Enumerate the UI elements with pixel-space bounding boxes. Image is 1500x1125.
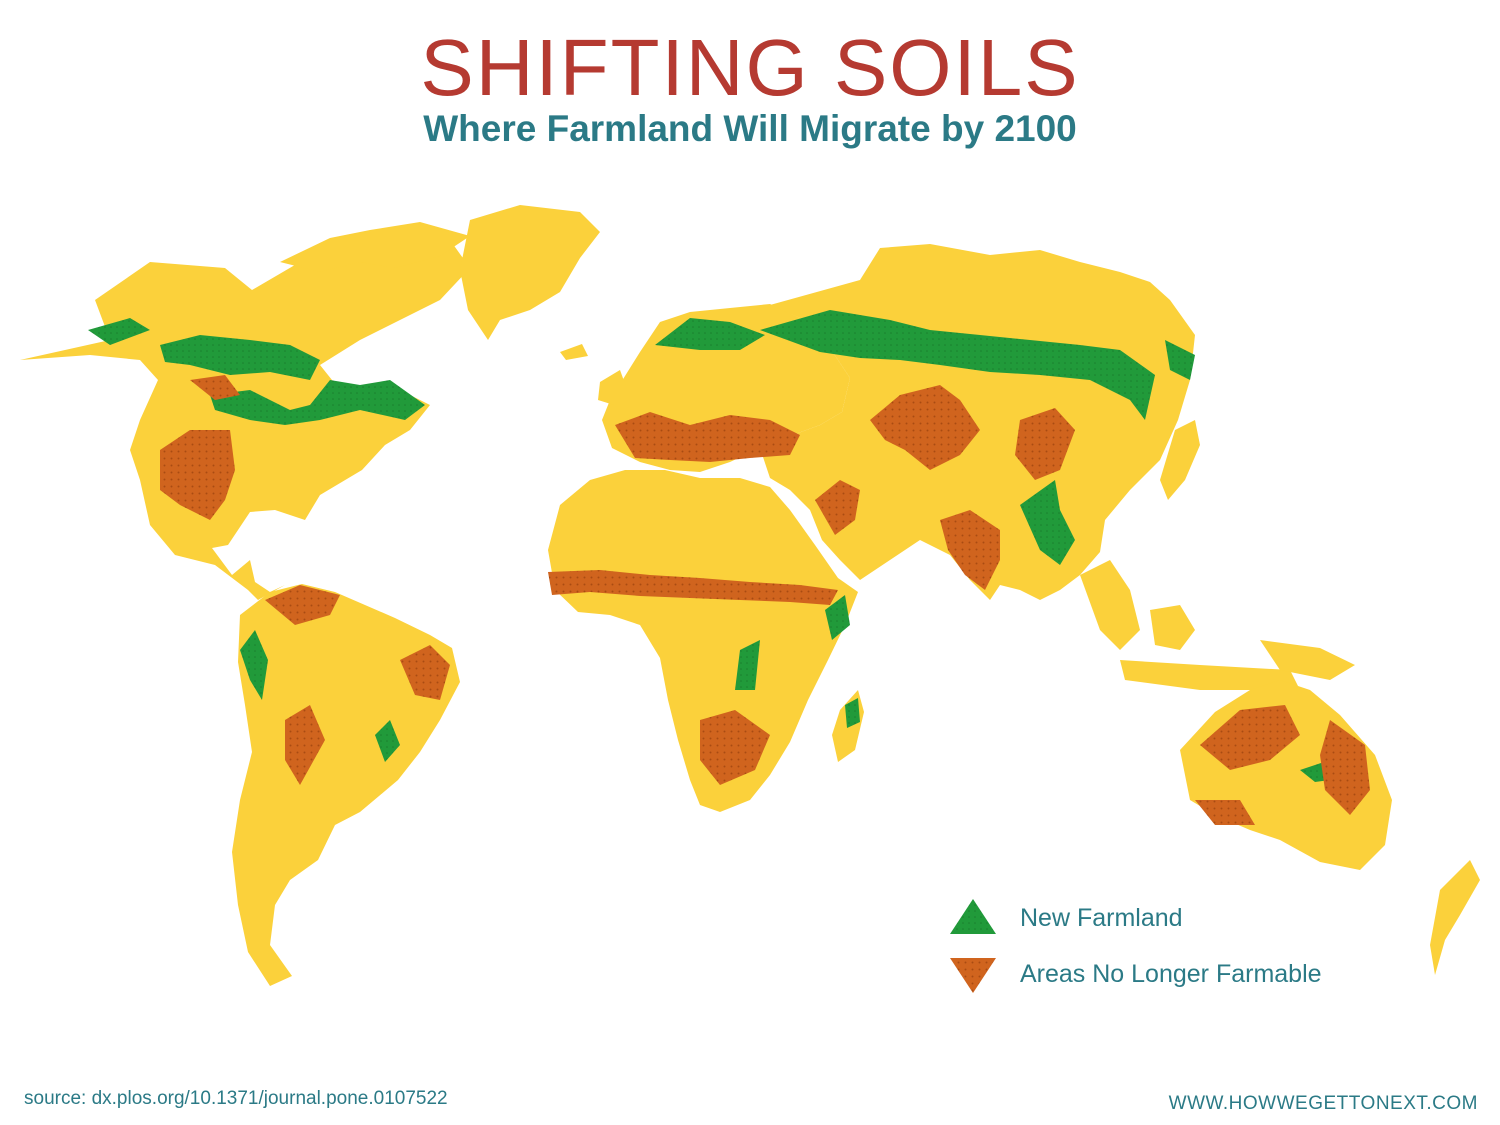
new-farmland-madagascar: [845, 698, 860, 728]
legend-item-new-farmland: New Farmland: [948, 896, 1183, 940]
new-farmland-scandinavia: [655, 318, 765, 350]
green-triangle-up-icon: [950, 899, 996, 934]
new-zealand-land: [1430, 860, 1480, 975]
lost-farmland-india: [940, 510, 1000, 590]
new-farmland-far-east: [1165, 340, 1195, 380]
lost-farmland-sahel: [548, 570, 838, 605]
southeast-asia-land: [1080, 560, 1140, 650]
new-farmland-brazil: [375, 720, 400, 762]
lost-farmland-africa-south: [700, 710, 770, 785]
africa-land: [548, 470, 858, 812]
orange-triangle-down-icon: [950, 958, 996, 993]
page-title: SHIFTING SOILS: [420, 23, 1080, 112]
page-subtitle: Where Farmland Will Migrate by 2100: [423, 108, 1077, 149]
new-guinea-land: [1260, 640, 1355, 680]
lost-farmland-central-asia: [870, 385, 980, 470]
lost-farmland-middle-east: [815, 480, 860, 535]
lost-farmland-us-west: [160, 430, 235, 520]
north-america-land: [20, 240, 470, 600]
lost-farmland-mediterranean: [615, 412, 800, 462]
lost-farmland-andes-south: [285, 705, 325, 785]
canadian-islands: [280, 222, 470, 272]
legend-label-no-longer-farmable: Areas No Longer Farmable: [1020, 959, 1322, 988]
new-farmland-china: [1020, 480, 1075, 565]
lost-farmland-brazil-east: [400, 645, 450, 700]
greenland-land: [460, 205, 600, 340]
lost-farmland-china-west: [1015, 408, 1075, 480]
new-farmland-andes: [240, 630, 268, 700]
new-farmland-canada: [160, 335, 320, 380]
lost-farmland-regions: [160, 375, 1370, 825]
uk-land: [598, 370, 628, 405]
iceland-land: [560, 344, 588, 360]
new-farmland-africa-central: [735, 640, 760, 690]
source-citation: source: dx.plos.org/10.1371/journal.pone…: [24, 1088, 448, 1109]
site-url[interactable]: WWW.HOWWEGETTONEXT.COM: [1168, 1093, 1478, 1114]
legend-item-no-longer-farmable: Areas No Longer Farmable: [948, 952, 1322, 996]
lost-farmland-australia-south: [1195, 800, 1255, 825]
new-farmland-africa-east: [825, 595, 850, 640]
new-farmland-alaska: [88, 318, 150, 345]
lost-farmland-australia-west: [1200, 705, 1300, 770]
new-farmland-regions: [88, 310, 1345, 782]
south-america-land: [232, 584, 460, 986]
lost-farmland-australia-east: [1320, 720, 1370, 815]
new-farmland-russia: [760, 310, 1155, 420]
japan-land: [1160, 420, 1200, 500]
borneo-land: [1150, 605, 1195, 650]
new-farmland-canada-east: [210, 380, 425, 425]
indonesia-land: [1120, 660, 1300, 690]
lost-farmland-south-america-north: [265, 585, 340, 625]
legend-label-new-farmland: New Farmland: [1020, 903, 1183, 932]
lost-farmland-us-plains: [190, 375, 240, 400]
